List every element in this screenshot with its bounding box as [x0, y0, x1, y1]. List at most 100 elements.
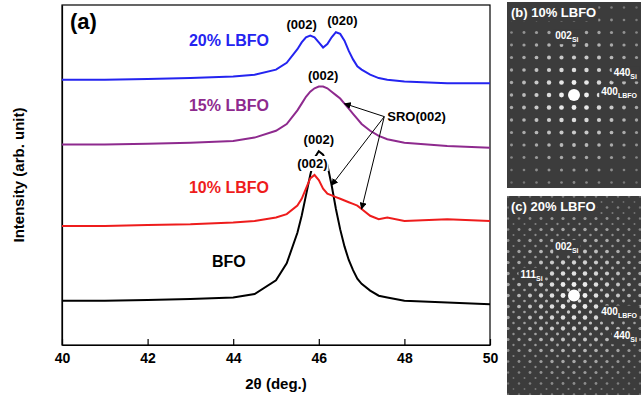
- spot: [639, 371, 641, 373]
- spot: [617, 217, 620, 220]
- annotation-arrow: [344, 104, 384, 117]
- spot: [578, 277, 581, 280]
- spot: [535, 131, 539, 135]
- spot: [545, 278, 548, 281]
- spot: [638, 261, 641, 264]
- spot: [628, 228, 631, 231]
- spot: [572, 156, 575, 159]
- spot: [556, 299, 559, 302]
- spot: [545, 322, 548, 325]
- spot: [523, 289, 526, 292]
- x-tick-mark: [490, 339, 491, 345]
- spot: [584, 393, 587, 395]
- spot: [572, 143, 576, 147]
- y-axis-line: [62, 6, 63, 346]
- spot-label-index: 440: [614, 67, 631, 78]
- spot-label-sub: Si: [630, 336, 637, 343]
- spot: [534, 300, 537, 303]
- panel-background: [507, 2, 641, 188]
- spot: [605, 360, 608, 363]
- spot: [510, 56, 513, 59]
- panel-background: [507, 196, 641, 395]
- spot: [512, 300, 514, 302]
- spot: [528, 239, 531, 242]
- spot: [597, 156, 600, 159]
- spot: [560, 156, 563, 159]
- spot: [594, 260, 598, 264]
- spot: [627, 250, 630, 253]
- spot: [550, 315, 554, 319]
- spot: [528, 250, 532, 254]
- spot: [627, 349, 630, 352]
- spot: [529, 217, 532, 220]
- spot: [597, 131, 601, 135]
- spot: [547, 118, 551, 122]
- spot: [616, 228, 619, 231]
- spot: [610, 169, 613, 172]
- spot: [572, 260, 576, 264]
- spot: [523, 169, 526, 172]
- spot-label-group: 400LBFO: [599, 85, 639, 100]
- spot: [567, 266, 570, 269]
- spot: [616, 349, 619, 352]
- spot: [578, 310, 581, 313]
- spot: [561, 371, 564, 374]
- spot: [545, 388, 547, 390]
- spot-label-index: 002: [555, 30, 572, 41]
- spot-label-sub: LBFO: [618, 92, 638, 99]
- spot: [589, 256, 592, 259]
- spot: [589, 245, 592, 248]
- spot: [598, 169, 601, 172]
- spot: [611, 388, 613, 390]
- spot: [510, 156, 513, 159]
- spot: [561, 228, 564, 231]
- peak-label: (020): [327, 13, 357, 28]
- spot: [517, 261, 520, 264]
- spot-label-sub: Si: [630, 73, 637, 80]
- spot: [583, 228, 586, 231]
- spot: [584, 130, 588, 134]
- spot: [600, 388, 602, 390]
- spot: [578, 223, 580, 225]
- spot: [523, 322, 526, 325]
- spot: [583, 293, 588, 298]
- x-tick-label: 44: [226, 350, 242, 366]
- spot: [523, 181, 525, 183]
- spot: [512, 322, 514, 324]
- spot: [567, 288, 570, 291]
- spot: [594, 371, 597, 374]
- spot: [638, 283, 641, 286]
- spot: [556, 344, 559, 347]
- spot: [512, 333, 514, 335]
- spot-label-sub: Si: [536, 275, 543, 282]
- annotation-arrow: [362, 117, 385, 209]
- spot: [623, 156, 626, 159]
- spot: [627, 283, 631, 287]
- spot: [529, 393, 531, 395]
- x-tick-mark: [233, 339, 234, 345]
- spot: [572, 360, 575, 363]
- spot: [628, 206, 630, 208]
- label-patch: [553, 29, 580, 44]
- spot: [611, 212, 613, 214]
- spot: [635, 44, 638, 47]
- peak-label-group: (002): [307, 68, 339, 83]
- spot: [561, 217, 564, 220]
- spot: [572, 349, 576, 353]
- spot: [567, 256, 570, 259]
- spot: [606, 217, 609, 220]
- spot: [517, 349, 520, 352]
- spot: [635, 118, 638, 121]
- spot: [616, 293, 620, 297]
- spot: [584, 80, 589, 85]
- series-label: 10% LBFO: [189, 179, 269, 196]
- spot: [547, 105, 551, 109]
- spot: [560, 143, 564, 147]
- spot: [517, 250, 520, 253]
- spot: [622, 355, 624, 357]
- spot: [556, 223, 558, 225]
- spot: [528, 360, 531, 363]
- spot: [550, 371, 553, 374]
- spot: [623, 201, 625, 203]
- spot: [605, 349, 608, 352]
